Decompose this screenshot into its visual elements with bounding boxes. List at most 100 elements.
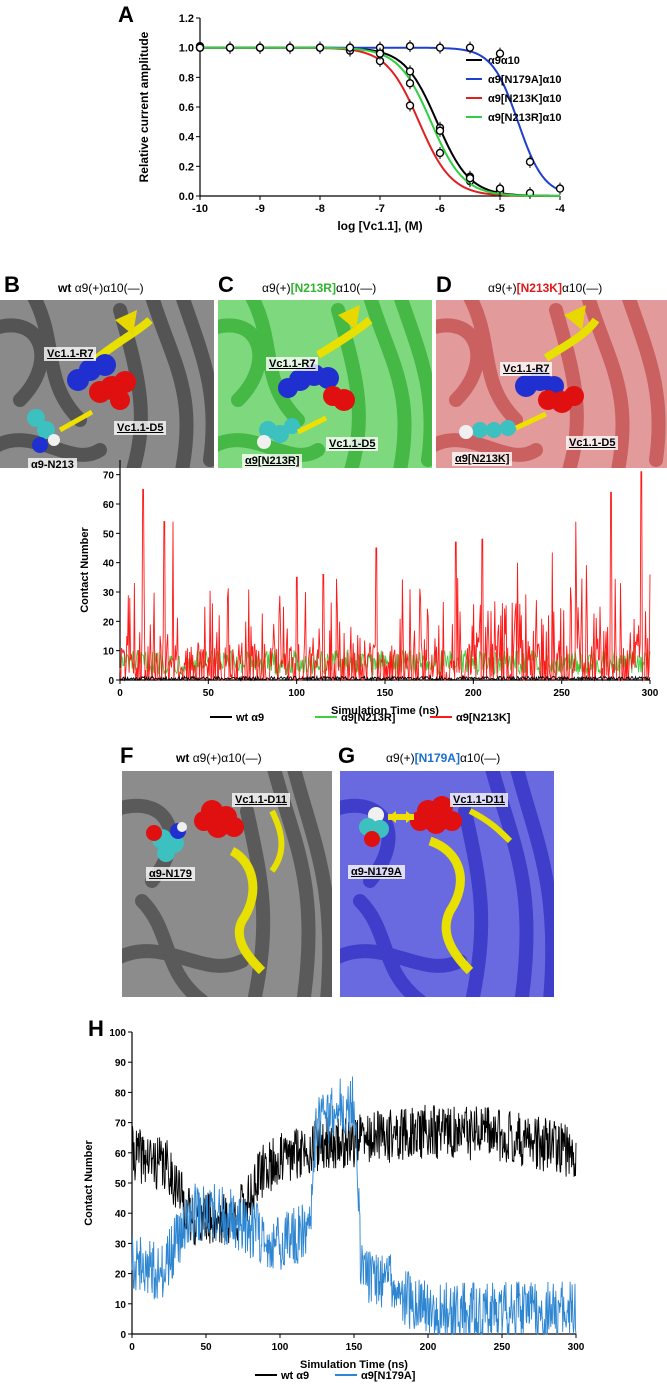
x-tick-label: 100 <box>288 688 305 699</box>
y-tick-label: 0.2 <box>179 161 194 173</box>
legend-label: α9[N213R] <box>341 712 396 724</box>
struct-g-label-d11: Vc1.1-D11 <box>450 793 508 807</box>
x-tick-label: 300 <box>642 688 659 699</box>
x-tick-label: -9 <box>255 203 265 215</box>
data-point <box>315 43 325 52</box>
struct-b-label-r7: Vc1.1-R7 <box>44 347 97 361</box>
y-tick-label: 1.0 <box>179 43 194 55</box>
y-tick-label: 100 <box>109 1028 126 1039</box>
y-tick-label: 0.0 <box>179 191 194 203</box>
y-tick-label: 20 <box>115 1270 127 1281</box>
x-tick-label: 250 <box>494 1342 511 1353</box>
panel-label-g: G <box>338 743 356 768</box>
data-point <box>405 67 415 76</box>
y-tick-label: 60 <box>115 1149 127 1160</box>
data-point <box>405 41 415 51</box>
x-axis-label: Simulation Time (ns) <box>300 1359 408 1371</box>
y-axis-label: Contact Number <box>79 527 91 613</box>
y-tick-label: 70 <box>103 471 115 482</box>
x-tick-label: -8 <box>315 203 325 215</box>
struct-c-title: α9(+)[N213R]α10(—) <box>262 281 377 295</box>
chart-h-contact-number: 0 50 100 150 200 250 300 0 10 20 30 40 50 60 70 80 90 100… <box>83 1028 585 1382</box>
struct-b-label-d5: Vc1.1-D5 <box>114 421 167 435</box>
struct-f-label-d11: Vc1.1-D11 <box>232 793 290 807</box>
struct-g-label-n179a: α9-N179A <box>348 865 405 879</box>
structure-image-c: Vc1.1-R7 Vc1.1-D5 α9[N213R] <box>218 300 432 468</box>
legend-label: α9[N213R]α10 <box>488 112 561 124</box>
struct-d-label-d5: Vc1.1-D5 <box>566 436 619 450</box>
structure-image-f: Vc1.1-D11 α9-N179 <box>122 771 332 997</box>
structure-image-g: Vc1.1-D11 α9-N179A <box>340 771 554 997</box>
x-tick-label: 50 <box>200 1342 212 1353</box>
y-tick-label: 30 <box>103 588 115 599</box>
legend-label: α9α10 <box>488 55 520 67</box>
data-point <box>465 173 475 183</box>
x-tick-label: 150 <box>377 688 394 699</box>
legend-label: α9[N179A]α10 <box>488 74 561 86</box>
y-axis-label: Contact Number <box>83 1140 95 1226</box>
x-axis-label: Simulation Time (ns) <box>331 705 439 717</box>
data-point <box>375 49 385 58</box>
panel-label-h: H <box>88 1016 104 1041</box>
data-point <box>225 43 235 52</box>
y-tick-label: 90 <box>115 1058 127 1069</box>
data-point <box>435 126 445 135</box>
data-point <box>525 157 535 167</box>
legend-label: wt α9 <box>235 712 264 724</box>
x-tick-label: 100 <box>272 1342 289 1353</box>
x-tick-label: -6 <box>435 203 445 215</box>
panel-label-a: A <box>118 2 134 27</box>
data-point <box>495 49 505 58</box>
data-point <box>435 43 445 52</box>
struct-d-label-n213k: α9[N213K] <box>452 452 513 466</box>
y-tick-label: 0 <box>108 676 114 687</box>
y-tick-label: 50 <box>115 1179 127 1190</box>
chart-a-dose-response: -10 -9 -8 -7 -6 -5 -4 0.0 0.2 0.4 0.6 0.8 1.0 1.2 log … <box>137 13 566 233</box>
struct-c-label-n213r: α9[N213R] <box>242 454 303 468</box>
x-tick-label: -4 <box>555 203 566 215</box>
y-tick-label: 0.8 <box>179 72 194 84</box>
y-tick-label: 10 <box>103 647 115 658</box>
panel-label-c: C <box>218 272 234 297</box>
data-point <box>405 79 415 88</box>
x-axis-label: log [Vc1.1], (M) <box>337 219 422 233</box>
panel-label-f: F <box>120 743 134 768</box>
x-tick-label: 50 <box>203 688 215 699</box>
data-point <box>255 43 265 52</box>
x-tick-label: 0 <box>117 688 123 699</box>
legend-label: α9[N213K] <box>456 712 511 724</box>
y-tick-label: 30 <box>115 1239 127 1250</box>
struct-g-title: α9(+)[N179A]α10(—) <box>386 751 501 765</box>
x-tick-label: 0 <box>129 1342 135 1353</box>
y-tick-label: 0.4 <box>179 132 195 144</box>
y-axis-label: Relative current amplitude <box>137 31 151 182</box>
y-tick-label: 70 <box>115 1119 127 1130</box>
structure-image-d: Vc1.1-R7 Vc1.1-D5 α9[N213K] <box>436 300 667 468</box>
panel-label-d: D <box>436 272 452 297</box>
x-tick-label: -10 <box>192 203 208 215</box>
structure-image-b: Vc1.1-R7 Vc1.1-D5 α9-N213 <box>0 300 214 468</box>
legend-label: α9[N179A] <box>361 1370 416 1382</box>
data-point <box>345 43 355 52</box>
data-point <box>405 101 415 110</box>
legend-label: wt α9 <box>280 1370 309 1382</box>
struct-c-label-r7: Vc1.1-R7 <box>266 357 319 371</box>
legend-label: α9[N213K]α10 <box>488 93 561 105</box>
y-tick-label: 40 <box>115 1209 127 1220</box>
struct-d-label-r7: Vc1.1-R7 <box>500 362 553 376</box>
x-tick-label: -7 <box>375 203 385 215</box>
struct-f-title: wt α9(+)α10(—) <box>176 751 262 765</box>
data-point <box>495 184 505 193</box>
struct-c-label-d5: Vc1.1-D5 <box>326 437 379 451</box>
x-tick-label: 300 <box>568 1342 585 1353</box>
y-tick-label: 0.6 <box>179 102 194 114</box>
series-line-0 <box>119 674 651 682</box>
data-point <box>465 43 475 52</box>
panel-label-b: B <box>4 272 20 297</box>
series-line-1 <box>131 1076 577 1336</box>
data-point <box>555 184 565 193</box>
data-point <box>195 43 205 52</box>
struct-d-title: α9(+)[N213K]α10(—) <box>488 281 603 295</box>
x-tick-label: 250 <box>553 688 570 699</box>
struct-f-label-n179: α9-N179 <box>146 867 195 881</box>
